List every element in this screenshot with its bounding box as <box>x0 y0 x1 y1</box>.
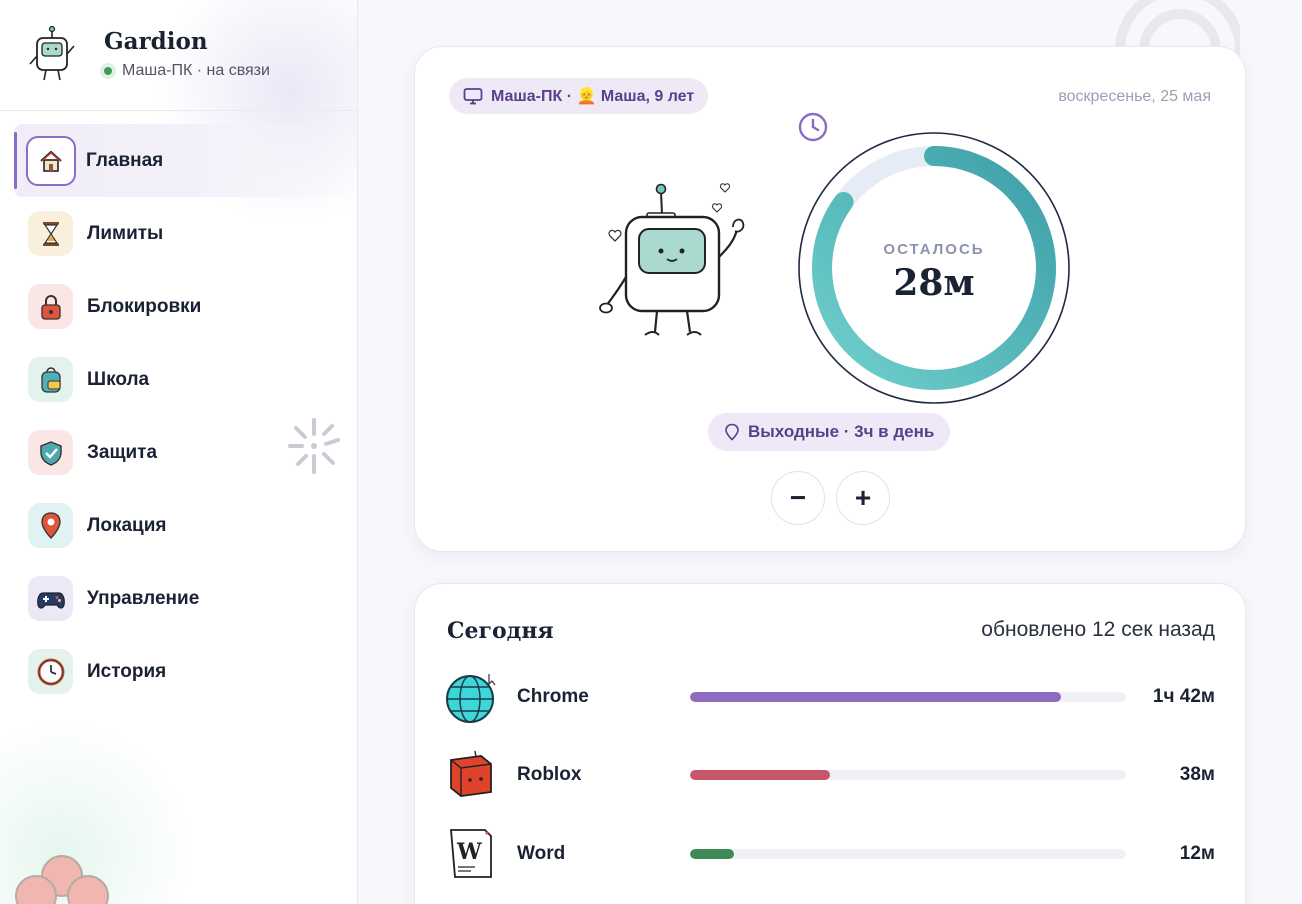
remaining-time-value: 28м <box>893 261 975 304</box>
sidebar-item-label: История <box>87 660 167 682</box>
brand-header: Gardion Маша-ПК · на связи <box>0 0 357 111</box>
device-badge-text: Маша-ПК · 👱 Маша, 9 лет <box>491 88 695 105</box>
sidebar-item-history[interactable]: История <box>0 635 357 708</box>
current-date: воскресенье, 25 мая <box>1058 88 1211 105</box>
sidebar-item-limits[interactable]: Лимиты <box>0 197 357 270</box>
schedule-badge[interactable]: Выходные · 3ч в день <box>708 413 951 451</box>
time-remaining-ring: ОСТАЛОСЬ 28м <box>797 112 1071 405</box>
shield-icon <box>28 430 73 475</box>
connection-status-text: Маша-ПК · на связи <box>122 62 270 79</box>
sidebar-item-label: Главная <box>86 149 164 171</box>
location-pin-icon <box>28 503 73 548</box>
sidebar-item-label: Школа <box>87 368 150 390</box>
connection-status: Маша-ПК · на связи <box>100 62 270 80</box>
device-badge[interactable]: Маша-ПК · 👱 Маша, 9 лет <box>449 78 709 114</box>
sidebar-item-label: Защита <box>87 441 158 463</box>
app-name: Chrome <box>517 686 589 707</box>
app-usage-time: 12м <box>1179 843 1215 864</box>
online-dot-icon <box>100 63 116 79</box>
app-usage-row[interactable]: W Word 12м <box>445 827 1215 883</box>
sidebar-item-label: Лимиты <box>87 222 164 244</box>
schedule-badge-text: Выходные · 3ч в день <box>748 422 935 441</box>
app-title: Gardion <box>104 28 208 55</box>
sidebar-item-label: Локация <box>87 514 167 536</box>
usage-bar-track <box>690 849 1126 859</box>
today-usage-card: Сегодня обновлено 12 сек назад Chrome 1ч… <box>414 583 1246 904</box>
robot-mascot-icon <box>599 183 745 336</box>
usage-bar-fill <box>690 692 1061 702</box>
sparkle-decoration-icon <box>288 418 340 474</box>
increase-time-button[interactable]: + <box>836 471 890 525</box>
location-pin-icon <box>725 423 739 441</box>
sidebar-item-label: Блокировки <box>87 295 202 317</box>
svg-text:W: W <box>456 839 482 865</box>
clock-icon <box>28 649 73 694</box>
app-usage-time: 1ч 42м <box>1152 686 1215 707</box>
sidebar-item-blocks[interactable]: Блокировки <box>0 270 357 343</box>
roblox-cube-icon <box>450 750 492 797</box>
sidebar-item-control[interactable]: Управление <box>0 562 357 635</box>
progress-ring-icon <box>798 132 1070 404</box>
house-icon <box>26 135 76 186</box>
sidebar-item-home[interactable]: Главная <box>14 124 357 197</box>
padlock-icon <box>28 284 73 329</box>
robot-logo-icon <box>29 25 75 81</box>
app-name: Word <box>517 843 566 864</box>
globe-icon <box>446 674 496 723</box>
sidebar-item-location[interactable]: Локация <box>0 489 357 562</box>
monitor-icon <box>463 88 483 105</box>
backpack-icon <box>28 357 73 402</box>
screen-time-card: Маша-ПК · 👱 Маша, 9 лет воскресенье, 25 … <box>414 46 1246 552</box>
gamepad-icon <box>28 576 73 621</box>
usage-bar-fill <box>690 770 830 780</box>
remaining-label: ОСТАЛОСЬ <box>883 240 985 258</box>
sidebar: Gardion Маша-ПК · на связи Главная <box>0 0 358 904</box>
app-usage-row[interactable]: Chrome 1ч 42м <box>445 670 1215 726</box>
usage-bar-track <box>690 770 1126 780</box>
app-name: Roblox <box>517 764 582 785</box>
sidebar-item-protection[interactable]: Защита <box>0 416 357 489</box>
sidebar-nav: Главная Лимиты Блокировки <box>0 124 357 708</box>
usage-bar-fill <box>690 849 734 859</box>
clock-icon <box>798 112 828 142</box>
usage-bar-track <box>690 692 1126 702</box>
decrease-time-button[interactable]: − <box>771 471 825 525</box>
last-updated-text: обновлено 12 сек назад <box>981 618 1215 641</box>
sidebar-item-school[interactable]: Школа <box>0 343 357 416</box>
today-title: Сегодня <box>447 618 554 644</box>
word-document-icon: W <box>450 829 492 878</box>
flower-decoration-icon <box>15 855 109 904</box>
sidebar-item-label: Управление <box>87 587 200 609</box>
app-usage-time: 38м <box>1179 764 1215 785</box>
hourglass-icon <box>28 211 73 256</box>
app-usage-row[interactable]: Roblox 38м <box>445 748 1215 804</box>
